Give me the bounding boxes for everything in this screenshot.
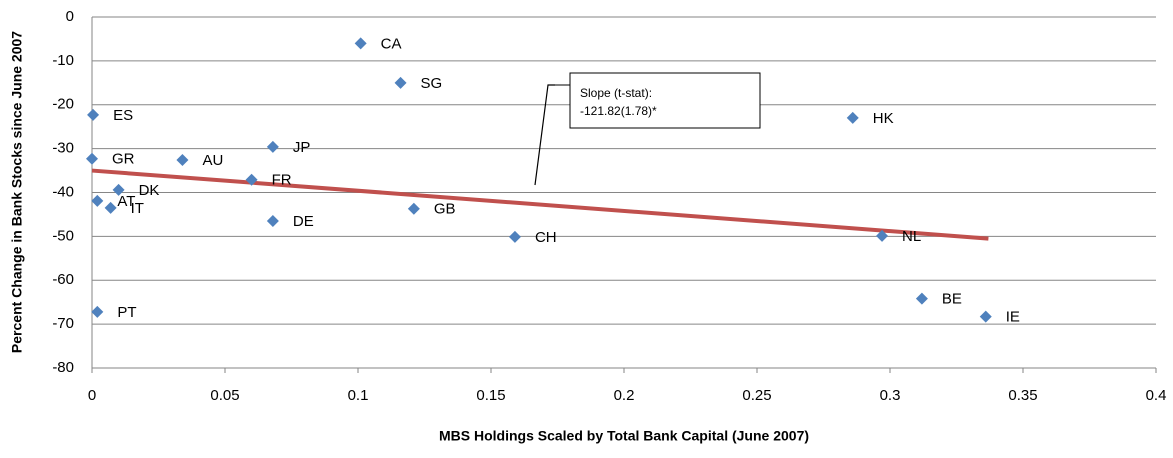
point-label: CH [535,229,557,246]
point-label: FR [272,172,292,189]
point [266,140,279,153]
y-tick-label: -60 [52,271,74,288]
point-label: NL [902,228,921,245]
point [876,229,889,242]
x-axis-title: MBS Holdings Scaled by Total Bank Capita… [439,428,809,444]
point-label: SG [421,75,443,92]
x-tick-label: 0 [88,387,96,404]
x-tick-label: 0.35 [1008,387,1037,404]
point [87,108,100,121]
point [91,194,104,207]
point-label: ES [113,107,133,124]
point-label: DK [139,182,160,199]
point-label: GB [434,201,456,218]
x-tick-label: 0.4 [1146,387,1167,404]
point-label: HK [873,110,894,127]
y-tick-label: -10 [52,52,74,69]
y-tick-label: -30 [52,140,74,157]
y-axis-title: Percent Change in Bank Stocks since June… [9,31,25,353]
point-label: AT [117,193,135,210]
point-label: IT [131,200,144,217]
point [266,215,279,228]
trend-line [91,168,989,241]
point [979,310,992,323]
point-label: IE [1006,309,1020,326]
point-label: CA [381,35,402,52]
point [354,37,367,50]
point [176,154,189,167]
point [104,201,117,214]
point [91,305,104,318]
y-tick-label: -50 [52,227,74,244]
x-tick-label: 0.25 [742,387,771,404]
point [245,173,258,186]
point-label: BE [942,291,962,308]
point [508,230,521,243]
x-tick-label: 0.15 [476,387,505,404]
y-tick-label: -70 [52,315,74,332]
point-label: DE [293,213,314,230]
point [846,111,859,124]
point [394,76,407,89]
x-tick-label: 0.3 [880,387,901,404]
annotation-text: -121.82(1.78)* [580,104,657,118]
point [112,183,125,196]
annotation-text: Slope (t-stat): [580,86,652,100]
point-label: PT [117,304,136,321]
x-tick-label: 0.1 [348,387,369,404]
point-label: AU [202,152,223,169]
x-tick-label: 0.2 [614,387,635,404]
x-tick-label: 0.05 [210,387,239,404]
point [86,152,98,165]
y-tick-label: -40 [52,183,74,200]
point-label: JP [293,139,311,156]
point-label: GR [112,151,135,168]
y-tick-label: -80 [52,359,74,376]
point [407,202,420,215]
y-tick-label: -20 [52,96,74,113]
callout-line [534,84,555,186]
point [915,292,928,305]
y-tick-label: 0 [66,8,74,25]
annotation-box [569,72,761,129]
